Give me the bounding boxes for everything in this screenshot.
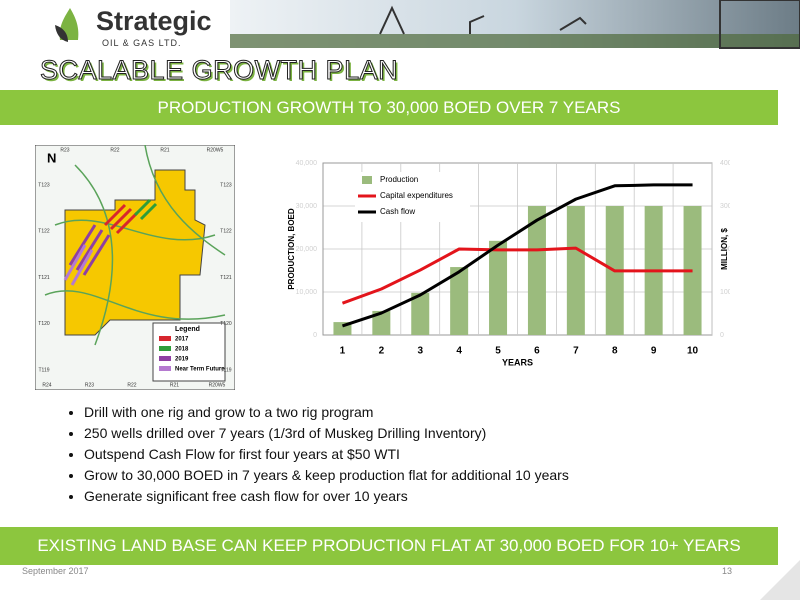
map-grid-label: T119 [38,367,49,373]
y-tick-label: 40,000 [296,160,318,167]
y-tick-label: 20,000 [296,246,318,253]
bar [450,267,469,335]
map-legend-swatch [159,366,171,371]
legend-label: Production [380,175,418,184]
map-grid-label: R23 [85,382,94,388]
x-tick-label: 5 [495,346,501,357]
y2-tick-label: 300 [720,203,730,210]
x-tick-label: 9 [651,346,657,357]
map-legend-label: 2019 [175,357,189,363]
north-arrow: N [47,150,56,165]
bar [411,292,430,335]
logo-sub: OIL & GAS LTD. [102,38,182,48]
map-grid-label: T121 [220,275,232,281]
map-grid-label: R21 [160,147,169,153]
map-legend-title: Legend [175,326,200,333]
map: Legend 2017 2018 2019 Near Term Future N R23 R… [35,145,235,390]
bullet: Generate significant free cash flow for … [84,486,569,507]
map-legend-swatch [159,356,171,361]
map-legend-swatch [159,346,171,351]
legend-swatch [362,176,372,184]
legend-label: Cash flow [380,207,415,216]
map-legend-label: 2018 [175,347,189,353]
map-grid-label: R22 [127,382,136,388]
map-legend-label: 2017 [175,337,189,343]
line [341,183,693,328]
map-grid-label: T121 [38,275,50,281]
bullet: Outspend Cash Flow for first four years … [84,444,569,465]
top-banner: PRODUCTION GROWTH TO 30,000 BOED OVER 7 … [0,90,778,125]
x-tick-label: 10 [687,346,699,357]
map-grid-label: T123 [220,182,232,188]
legend-label: Capital expenditures [380,191,453,200]
x-tick-label: 7 [573,346,579,357]
bullet: 250 wells drilled over 7 years (1/3rd of… [84,423,569,444]
map-grid-label: T119 [220,367,231,373]
x-tick-label: 8 [612,346,618,357]
corner-decoration [760,560,800,600]
bullet-list: Drill with one rig and grow to a two rig… [60,402,569,507]
bullet: Drill with one rig and grow to a two rig… [84,402,569,423]
y2-tick-label: 0 [720,332,724,339]
x-axis-label: YEARS [502,357,533,367]
chart: 0 10,000 20,000 30,000 40,000 0 100 200 300 400 1 2… [287,160,730,368]
map-grid-label: R20W5 [207,147,224,153]
bar [372,310,391,335]
y-tick-label: 10,000 [296,289,318,296]
y-tick-label: 0 [313,332,317,339]
map-grid-label: T122 [220,229,232,235]
x-tick-label: 6 [534,346,540,357]
bar [527,206,546,335]
y2-tick-label: 100 [720,289,730,296]
map-grid-label: R22 [110,147,119,153]
map-legend-label: Near Term Future [175,367,225,373]
footer-date: September 2017 [22,566,89,576]
x-tick-label: 2 [379,346,385,357]
bullet: Grow to 30,000 BOED in 7 years & keep pr… [84,465,569,486]
x-tick-label: 4 [456,346,462,357]
slide-title: SCALABLE GROWTH PLAN [39,55,399,86]
map-grid-label: T122 [38,229,50,235]
y-axis-label: PRODUCTION, BOED [287,208,296,290]
line [341,246,693,305]
x-tick-label: 3 [417,346,423,357]
bottom-banner: EXISTING LAND BASE CAN KEEP PRODUCTION F… [0,527,778,565]
map-grid-label: R23 [60,147,69,153]
y2-axis-label: MILLION, $ [720,228,729,270]
y2-tick-label: 200 [720,246,730,253]
header-graphic [55,0,800,49]
map-legend-swatch [159,336,171,341]
logo-name: Strategic [96,6,212,36]
map-grid-label: T123 [38,182,50,188]
bar [566,206,585,335]
bar [489,240,508,335]
y2-tick-label: 400 [720,160,730,167]
map-grid-label: R21 [170,382,179,388]
map-grid-label: R24 [42,382,51,388]
page-number: 13 [722,566,733,576]
map-grid-label: T120 [38,321,50,327]
x-tick-label: 1 [340,346,346,357]
map-grid-label: R20W5 [209,382,226,388]
map-grid-label: T120 [220,321,232,327]
y-tick-label: 30,000 [296,203,318,210]
